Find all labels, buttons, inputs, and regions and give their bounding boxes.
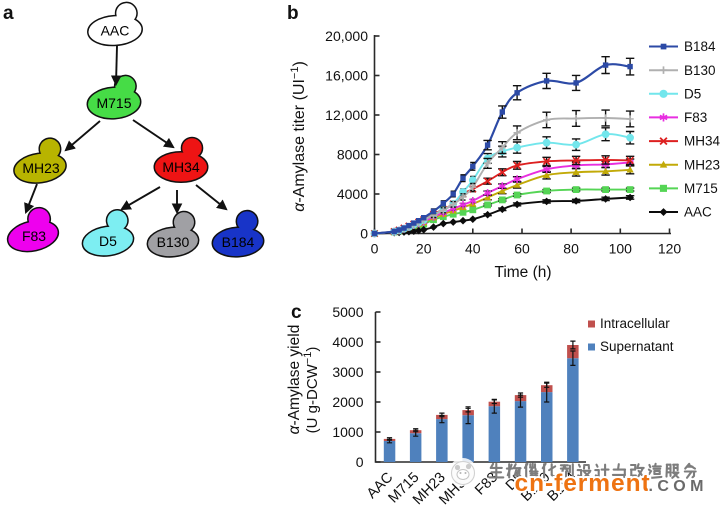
svg-text:MH23: MH23	[684, 157, 720, 172]
svg-text:100: 100	[609, 241, 633, 257]
svg-text:B130: B130	[157, 234, 190, 250]
svg-text:0: 0	[360, 226, 368, 242]
svg-text:4000: 4000	[337, 186, 368, 202]
svg-text:D5: D5	[99, 233, 117, 249]
svg-text:4000: 4000	[332, 334, 363, 350]
svg-text:1000: 1000	[332, 424, 363, 440]
svg-text:40: 40	[465, 241, 481, 257]
svg-text:F83: F83	[684, 110, 707, 125]
svg-text:3000: 3000	[332, 364, 363, 380]
svg-text:B184: B184	[684, 39, 716, 54]
svg-text:Time (h): Time (h)	[494, 264, 551, 281]
svg-text:Intracellular: Intracellular	[600, 316, 670, 331]
svg-text:0: 0	[356, 454, 364, 470]
svg-text:AAC: AAC	[101, 23, 130, 39]
svg-text:c: c	[291, 302, 302, 323]
svg-text:120: 120	[658, 241, 682, 257]
svg-text:a: a	[3, 3, 14, 24]
svg-text:D5: D5	[684, 86, 701, 101]
svg-text:α-Amylase yield: α-Amylase yield	[286, 325, 303, 435]
svg-text:80: 80	[563, 241, 579, 257]
svg-text:20: 20	[416, 241, 432, 257]
svg-text:MH34: MH34	[684, 134, 720, 149]
svg-text:α-Amylase titer (UI−1): α-Amylase titer (UI−1)	[289, 61, 308, 212]
svg-text:20,000: 20,000	[325, 28, 368, 44]
svg-text:12,000: 12,000	[325, 107, 368, 123]
svg-text:8000: 8000	[337, 147, 368, 163]
svg-text:M715: M715	[96, 95, 131, 111]
svg-text:b: b	[287, 3, 299, 24]
svg-text:(U g-DCW−1): (U g-DCW−1)	[302, 347, 321, 434]
svg-text:2000: 2000	[332, 394, 363, 410]
svg-text:0: 0	[371, 241, 379, 257]
svg-text:MH23: MH23	[22, 160, 60, 176]
svg-text:Supernatant: Supernatant	[600, 339, 674, 354]
svg-text:AAC: AAC	[684, 205, 712, 220]
svg-text:F83: F83	[22, 228, 46, 244]
svg-text:16,000: 16,000	[325, 68, 368, 84]
svg-text:M715: M715	[684, 181, 718, 196]
svg-text:.COM: .COM	[649, 478, 708, 495]
svg-text:MH34: MH34	[162, 159, 200, 175]
svg-text:60: 60	[514, 241, 530, 257]
svg-text:5000: 5000	[332, 304, 363, 320]
svg-text:B184: B184	[222, 234, 255, 250]
svg-text:B130: B130	[684, 63, 716, 78]
svg-text:cn-ferment: cn-ferment	[515, 470, 651, 497]
